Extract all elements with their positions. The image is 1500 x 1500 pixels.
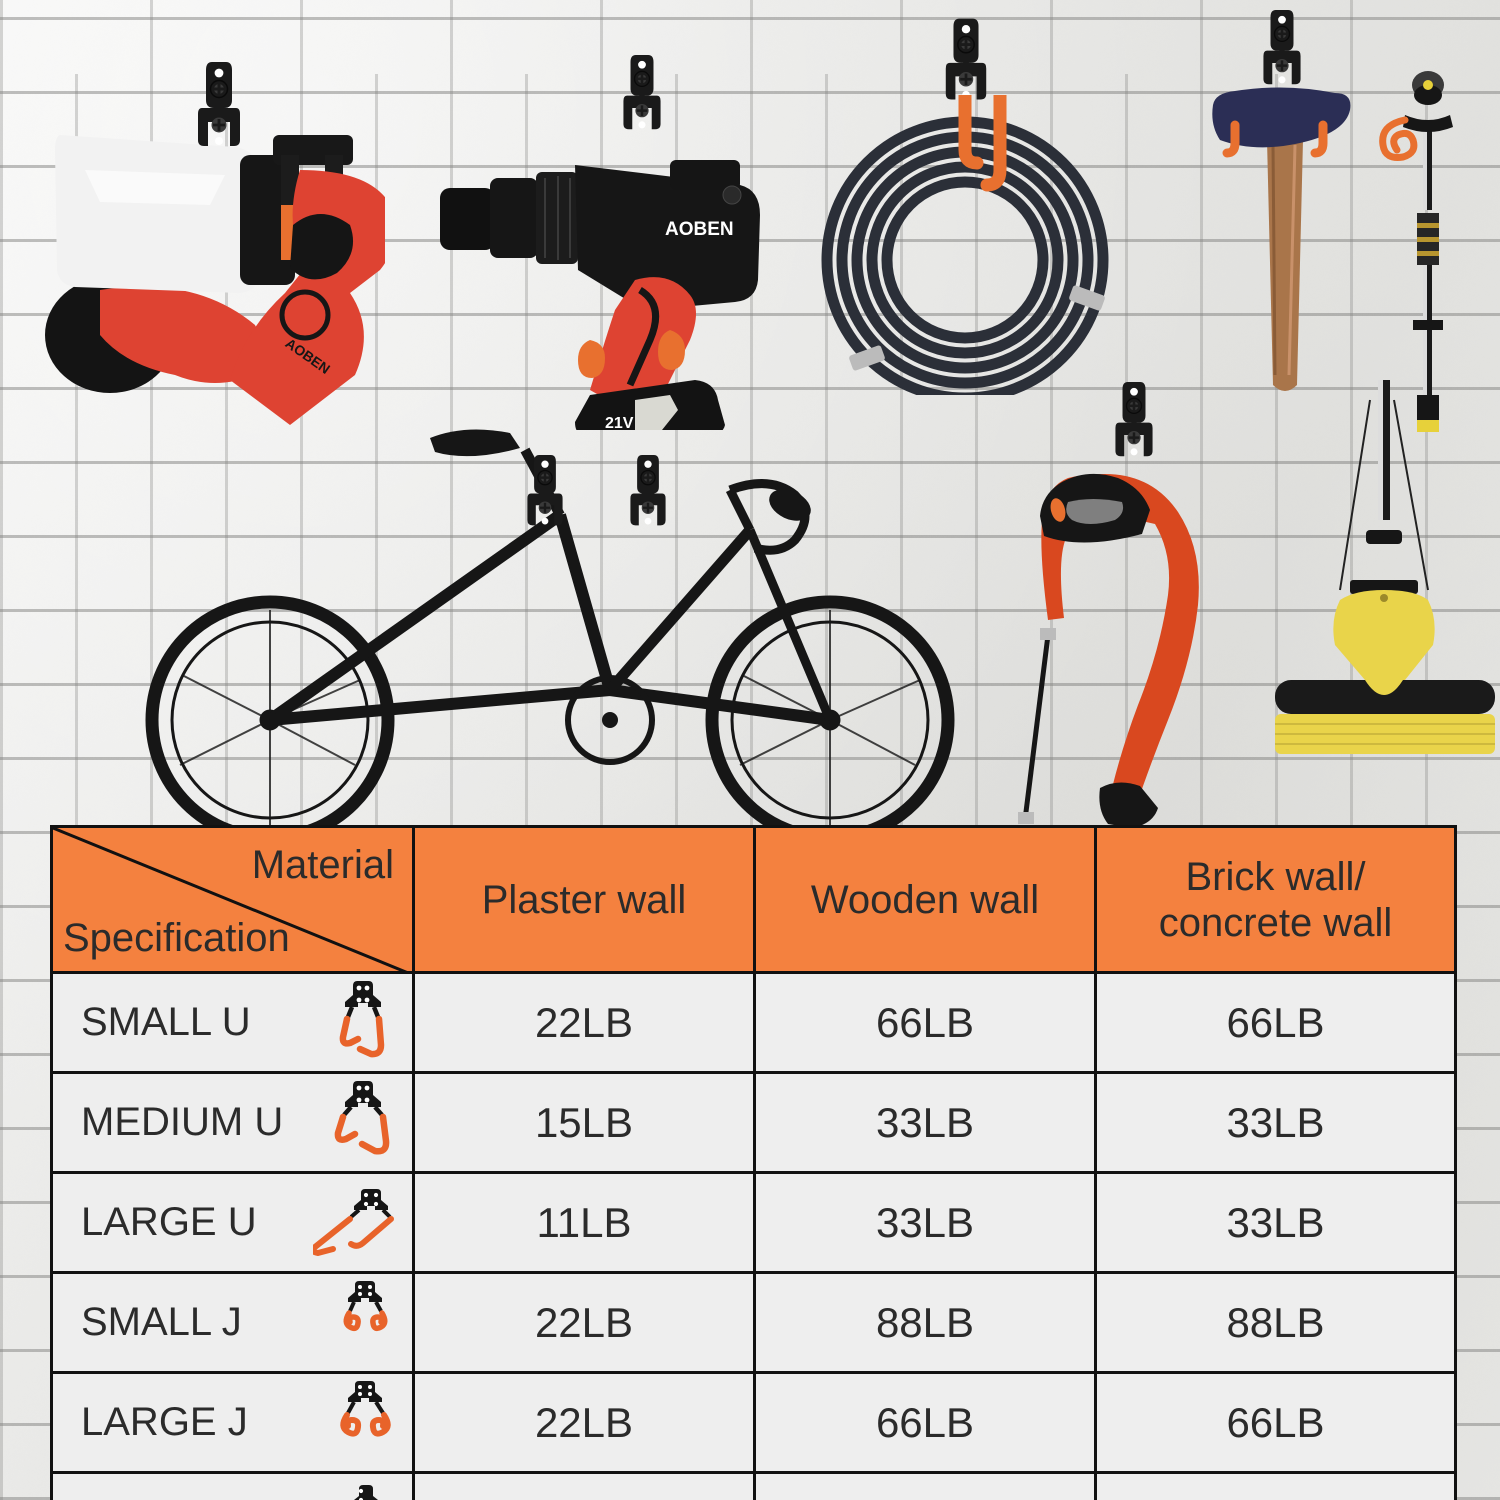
svg-text:AOBEN: AOBEN [665,219,734,240]
